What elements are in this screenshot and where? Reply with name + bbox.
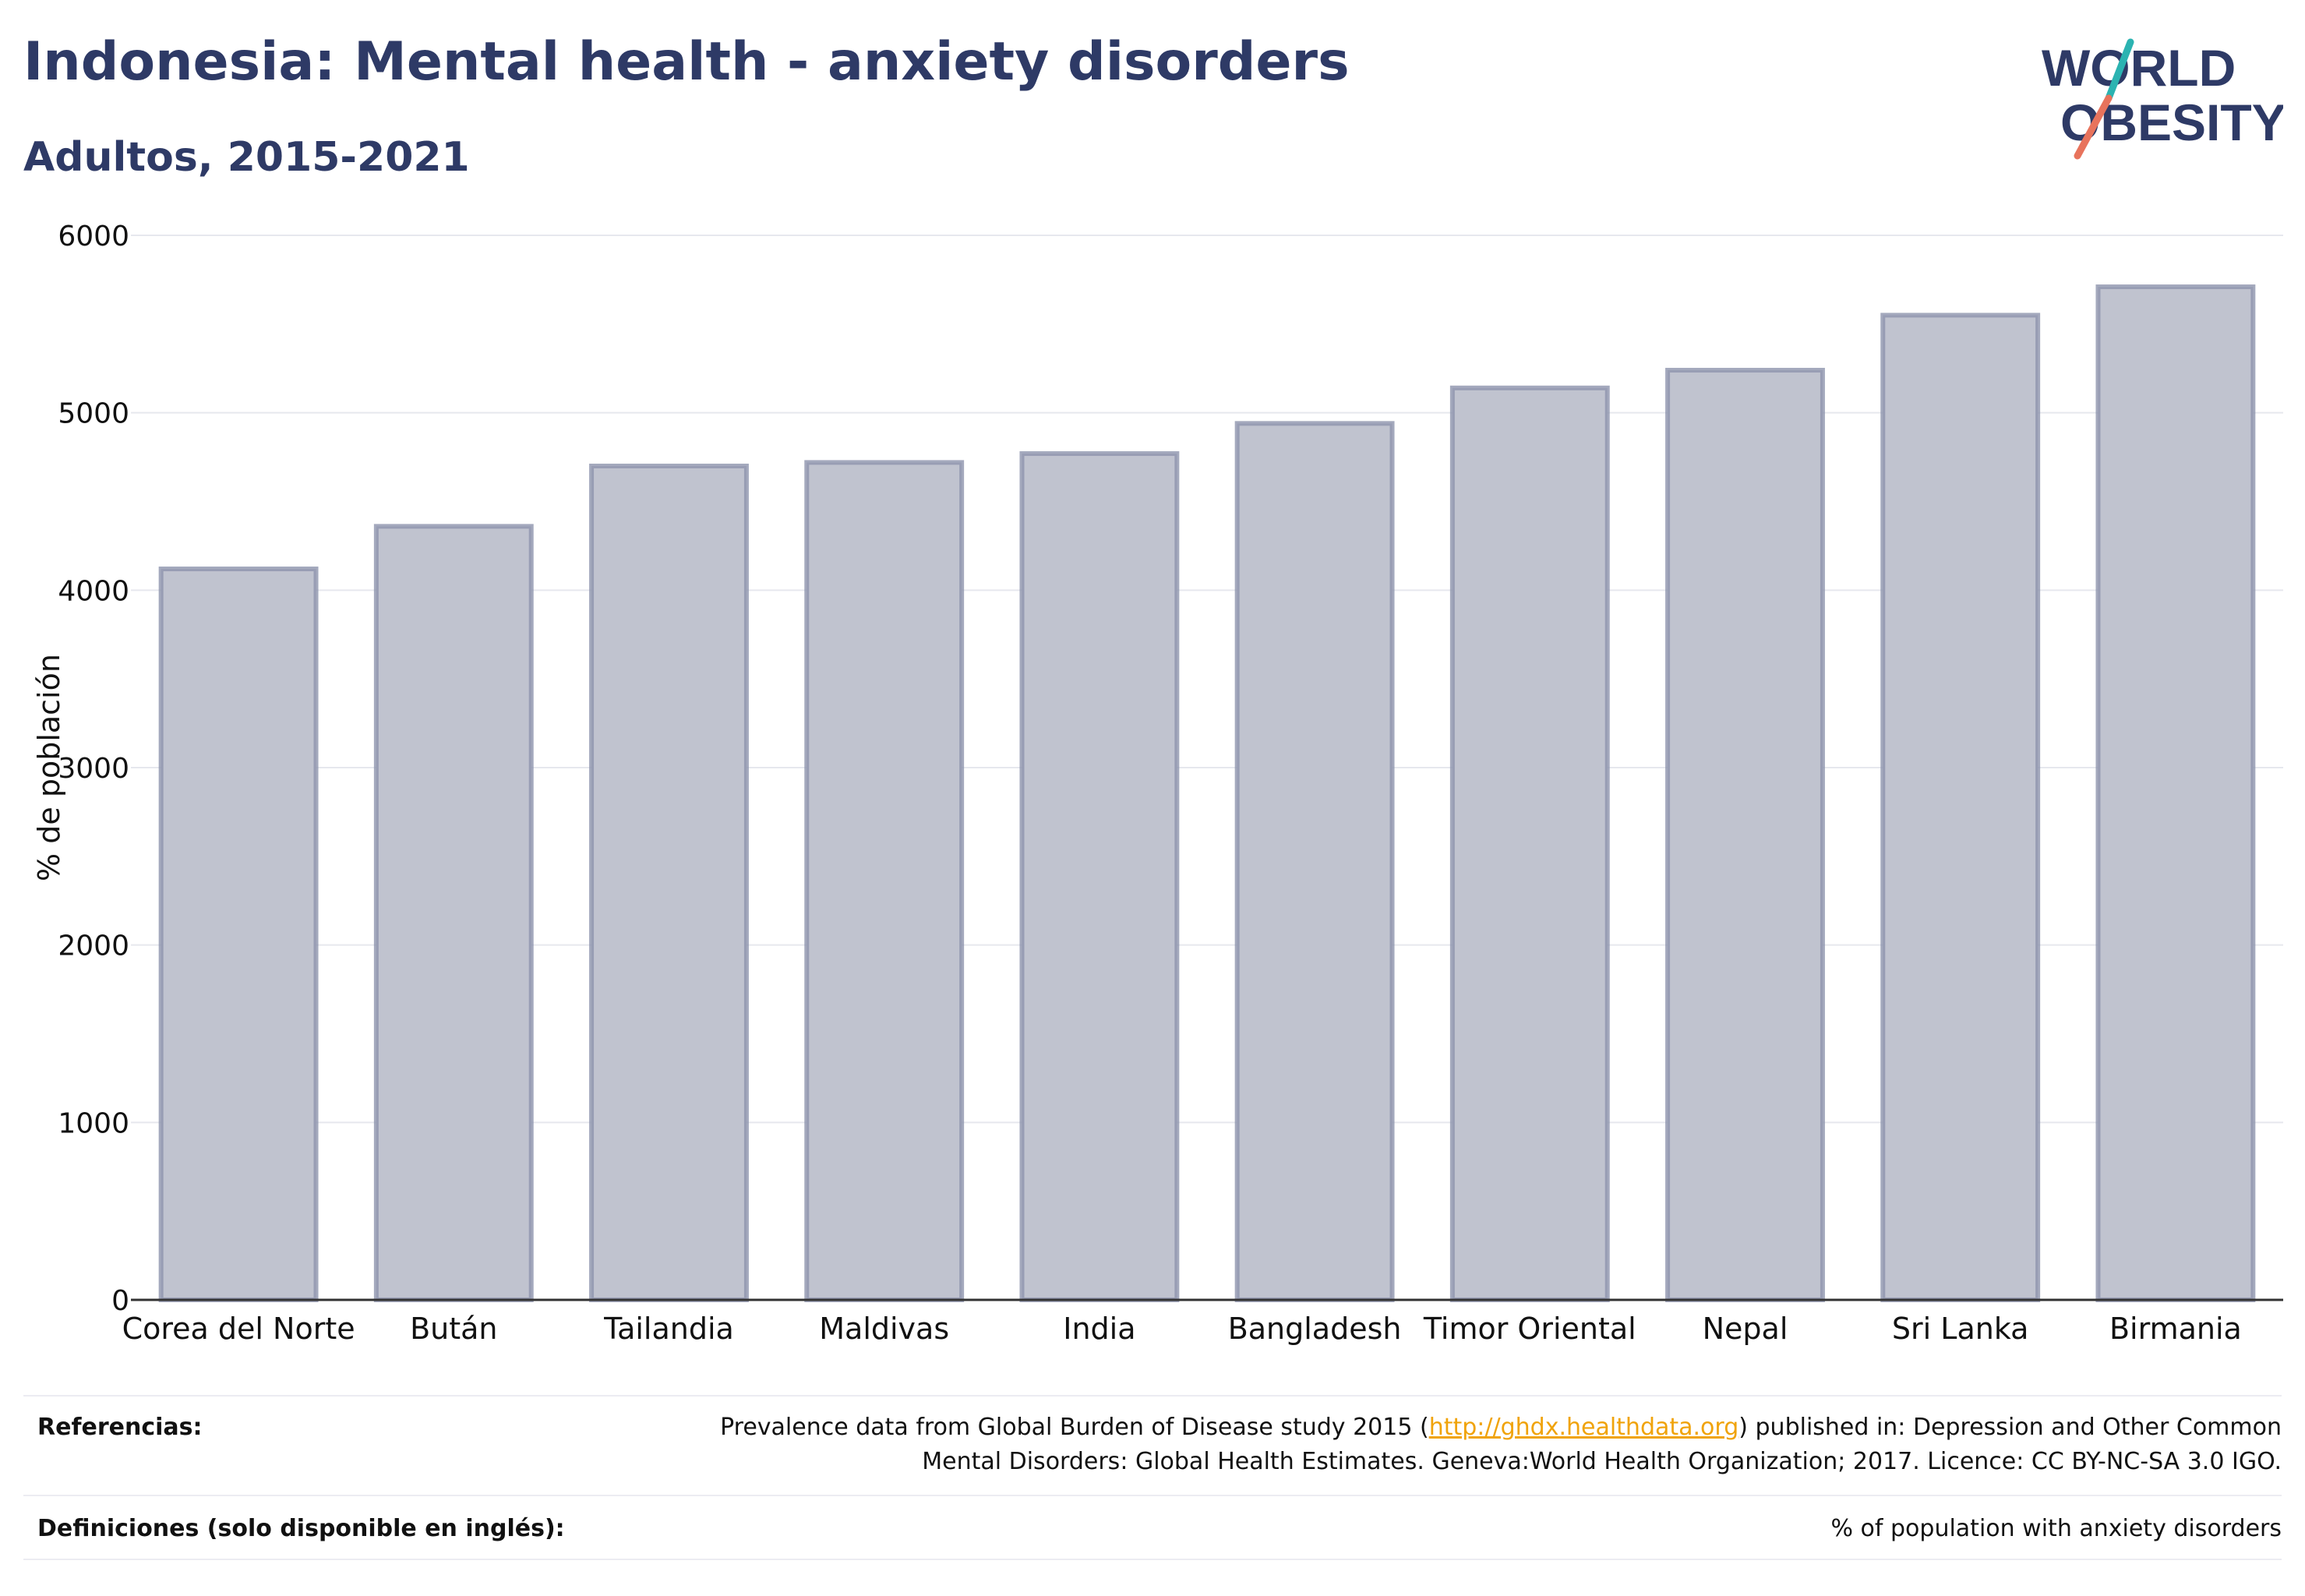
y-tick-label: 6000 bbox=[58, 221, 129, 252]
x-tick-label: Bután bbox=[410, 1312, 497, 1346]
world-obesity-logo: WORLD OBESITY bbox=[2042, 38, 2283, 160]
logo-slash-coral bbox=[2074, 94, 2113, 160]
references-label: Referencias: bbox=[37, 1414, 203, 1441]
bar-india bbox=[1019, 451, 1180, 1302]
references-link[interactable]: http://ghdx.healthdata.org bbox=[1428, 1414, 1739, 1441]
x-tick-label: India bbox=[1063, 1312, 1135, 1346]
bars bbox=[158, 284, 2256, 1303]
y-tick-label: 4000 bbox=[58, 575, 129, 607]
references-line2: Mental Disorders: Global Health Estimate… bbox=[922, 1448, 2282, 1475]
page-subtitle: Adultos, 2015-2021 bbox=[23, 134, 470, 181]
bar-bangladesh bbox=[1234, 421, 1395, 1302]
definitions-label: Definiciones (solo disponible en inglés)… bbox=[37, 1515, 565, 1542]
y-tick-label: 5000 bbox=[58, 398, 129, 430]
bar-maldivas bbox=[804, 460, 965, 1302]
axes: 0 1000 2000 3000 4000 5000 6000 Corea del Norte… bbox=[58, 221, 2283, 1346]
x-tick-label: Maldivas bbox=[819, 1312, 949, 1346]
references-row: Referencias: Prevalence data from Global… bbox=[23, 1411, 2282, 1496]
x-tick-label: Timor Oriental bbox=[1423, 1312, 1636, 1346]
footer-divider-bottom bbox=[23, 1559, 2282, 1560]
y-tick-label: 3000 bbox=[58, 753, 129, 785]
bar-sri-lanka bbox=[1880, 312, 2041, 1303]
references-pre: Prevalence data from Global Burden of Di… bbox=[720, 1414, 1429, 1441]
x-tick-label: Nepal bbox=[1703, 1312, 1788, 1346]
bar-but-n bbox=[373, 524, 534, 1302]
bar-nepal bbox=[1665, 368, 1825, 1303]
y-tick-label: 2000 bbox=[58, 930, 129, 962]
bar-tailandia bbox=[589, 463, 749, 1302]
x-tick-label: Sri Lanka bbox=[1892, 1312, 2029, 1346]
x-tick-label: Corea del Norte bbox=[122, 1312, 355, 1346]
bar-corea-del-norte bbox=[158, 567, 319, 1302]
logo-slash-teal bbox=[2105, 38, 2134, 102]
definitions-text: % of population with anxiety disorders bbox=[1830, 1515, 2282, 1542]
logo-line1: WORLD bbox=[2042, 39, 2236, 97]
y-axis-label: % de población bbox=[32, 654, 66, 881]
y-tick-label: 0 bbox=[111, 1285, 129, 1317]
references-post: ) published in: Depression and Other Com… bbox=[1738, 1414, 2282, 1441]
bar-timor-oriental bbox=[1449, 385, 1610, 1302]
x-tick-label: Tailandia bbox=[603, 1312, 734, 1346]
footer-divider-top bbox=[23, 1395, 2282, 1396]
definitions-row: Definiciones (solo disponible en inglés)… bbox=[23, 1512, 2282, 1559]
page-title: Indonesia: Mental health - anxiety disor… bbox=[23, 31, 1350, 93]
y-tick-label: 1000 bbox=[58, 1107, 129, 1139]
footer-divider-middle bbox=[23, 1495, 2282, 1496]
bar-birmania bbox=[2095, 284, 2256, 1303]
x-tick-label: Birmania bbox=[2109, 1312, 2242, 1346]
references-text: Prevalence data from Global Burden of Di… bbox=[720, 1411, 2282, 1479]
bar-chart: 0 1000 2000 3000 4000 5000 6000 Corea del Norte… bbox=[32, 221, 2283, 1346]
x-tick-label: Bangladesh bbox=[1228, 1312, 1402, 1346]
